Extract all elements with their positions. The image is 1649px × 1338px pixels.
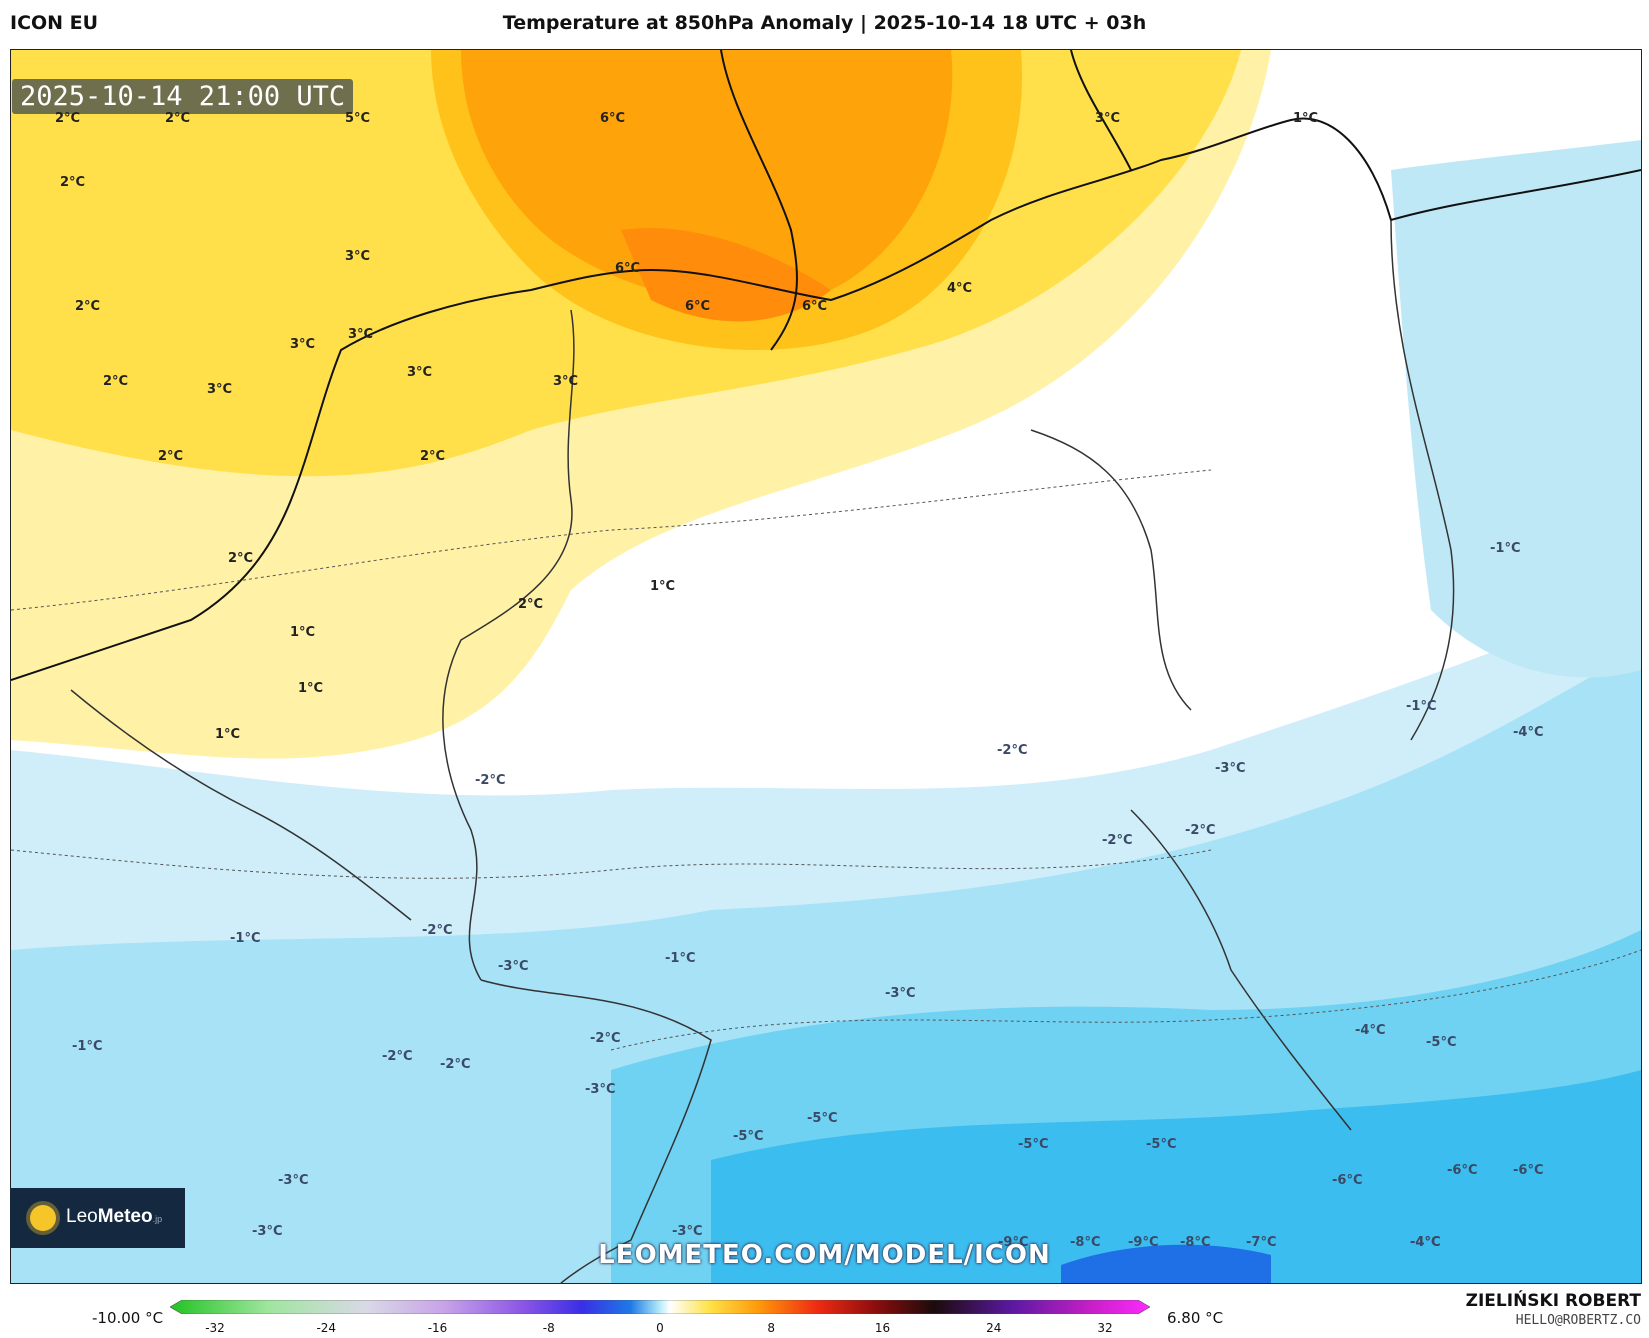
temperature-label: -6°C <box>1447 1163 1478 1178</box>
temperature-label: -1°C <box>230 931 261 946</box>
map-title: Temperature at 850hPa Anomaly | 2025-10-… <box>502 12 1147 34</box>
temperature-label: -3°C <box>885 986 916 1001</box>
colorbar-tick-label: 24 <box>986 1321 1002 1335</box>
temperature-label: 1°C <box>290 625 316 640</box>
temperature-label: -2°C <box>1185 823 1216 838</box>
temperature-label: -1°C <box>1406 699 1437 714</box>
temperature-label: -9°C <box>1128 1235 1159 1250</box>
author-email: HELLO@ROBERTZ.CO <box>1515 1313 1641 1328</box>
logo-text: LeoMeteo.jp <box>66 1206 163 1227</box>
temperature-label: 4°C <box>947 281 973 296</box>
temperature-label: -5°C <box>1426 1035 1457 1050</box>
model-name: ICON EU <box>10 12 99 34</box>
temperature-label: 3°C <box>290 337 316 352</box>
temperature-label: -3°C <box>278 1173 309 1188</box>
colorbar-tick-label: 32 <box>1097 1321 1113 1335</box>
temperature-label: 2°C <box>103 374 129 389</box>
temperature-label: 2°C <box>420 449 446 464</box>
temperature-label: -4°C <box>1513 725 1544 740</box>
temperature-label: -3°C <box>672 1224 703 1239</box>
colorbar-tick-label: -16 <box>427 1321 448 1335</box>
cold-core <box>1061 1244 1271 1283</box>
temperature-label: -2°C <box>440 1057 471 1072</box>
temperature-label: -4°C <box>1410 1235 1441 1250</box>
legend-max-label: 6.80 °C <box>1167 1309 1224 1327</box>
temperature-label: -9°C <box>998 1235 1029 1250</box>
temperature-label: -8°C <box>1180 1235 1211 1250</box>
temperature-label: -2°C <box>422 923 453 938</box>
temperature-label: 6°C <box>802 299 828 314</box>
temperature-label: -3°C <box>498 959 529 974</box>
colorbar <box>170 1300 1150 1314</box>
temperature-label: -5°C <box>733 1129 764 1144</box>
temperature-label: -8°C <box>1070 1235 1101 1250</box>
isotherm-lines <box>11 469 1641 1051</box>
temperature-label: -6°C <box>1332 1173 1363 1188</box>
temperature-label: 3°C <box>407 365 433 380</box>
temperature-label: -2°C <box>475 773 506 788</box>
temperature-label: -2°C <box>997 743 1028 758</box>
temperature-label: 2°C <box>75 299 101 314</box>
temperature-label: -5°C <box>1018 1137 1049 1152</box>
map-area[interactable] <box>10 49 1642 1284</box>
watermark-url: LEOMETEO.COM/MODEL/ICON <box>598 1240 1051 1270</box>
country-borders <box>70 219 1455 1283</box>
author-name: ZIELIŃSKI ROBERT <box>1465 1291 1641 1311</box>
temperature-label: 3°C <box>1095 111 1121 126</box>
colorbar-tick-label: -8 <box>542 1321 555 1335</box>
warm-core <box>461 50 953 304</box>
colorbar-tick-label: -24 <box>316 1321 337 1335</box>
coastlines <box>11 50 1641 681</box>
temperature-label: -1°C <box>72 1039 103 1054</box>
temperature-label: 2°C <box>55 111 81 126</box>
temperature-label: -5°C <box>1146 1137 1177 1152</box>
legend-min-label: -10.00 °C <box>92 1309 164 1327</box>
temperature-label: 1°C <box>215 727 241 742</box>
temperature-label: -3°C <box>1215 761 1246 776</box>
anomaly-field <box>11 50 1641 1283</box>
temperature-label: 6°C <box>685 299 711 314</box>
temperature-label: -2°C <box>1102 833 1133 848</box>
temperature-label: 3°C <box>207 382 233 397</box>
temperature-label: 3°C <box>348 327 374 342</box>
temperature-label: 2°C <box>60 175 86 190</box>
temperature-label: -5°C <box>807 1111 838 1126</box>
temperature-label: -1°C <box>1490 541 1521 556</box>
east-cold-strip <box>1391 140 1641 678</box>
temperature-label: 1°C <box>298 681 324 696</box>
temperature-label: 2°C <box>228 551 254 566</box>
temperature-label: -6°C <box>1513 1163 1544 1178</box>
temperature-label: -3°C <box>585 1082 616 1097</box>
colorbar-tick-label: 16 <box>874 1321 891 1335</box>
colorbar-tick-label: 8 <box>767 1321 776 1335</box>
temperature-label: -4°C <box>1410 1235 1441 1250</box>
temperature-label: 2°C <box>158 449 184 464</box>
temperature-label: -3°C <box>252 1224 283 1239</box>
temperature-label: 1°C <box>650 579 676 594</box>
temperature-label: 6°C <box>615 261 641 276</box>
colorbar-tick-label: -32 <box>205 1321 225 1335</box>
cold-band-deeper <box>711 1070 1641 1283</box>
temperature-label: -2°C <box>590 1031 621 1046</box>
temperature-label: 1°C <box>1293 111 1319 126</box>
temperature-label: 3°C <box>345 249 371 264</box>
temperature-label: -2°C <box>382 1049 413 1064</box>
temperature-label: 3°C <box>553 374 579 389</box>
temperature-label: 6°C <box>600 111 626 126</box>
temperature-label: -7°C <box>1246 1235 1277 1250</box>
warm-core-inner <box>621 228 831 322</box>
valid-time-badge: 2025-10-14 21:00 UTC <box>12 79 354 114</box>
temperature-label: 5°C <box>345 111 371 126</box>
colorbar-tick-label: 0 <box>656 1321 664 1335</box>
temperature-label: -1°C <box>665 951 696 966</box>
sun-icon <box>30 1205 56 1231</box>
temperature-label: -4°C <box>1355 1023 1386 1038</box>
temperature-label: 2°C <box>518 597 544 612</box>
leometeo-logo: LeoMeteo.jp <box>10 1188 185 1248</box>
temperature-label: 2°C <box>165 111 191 126</box>
